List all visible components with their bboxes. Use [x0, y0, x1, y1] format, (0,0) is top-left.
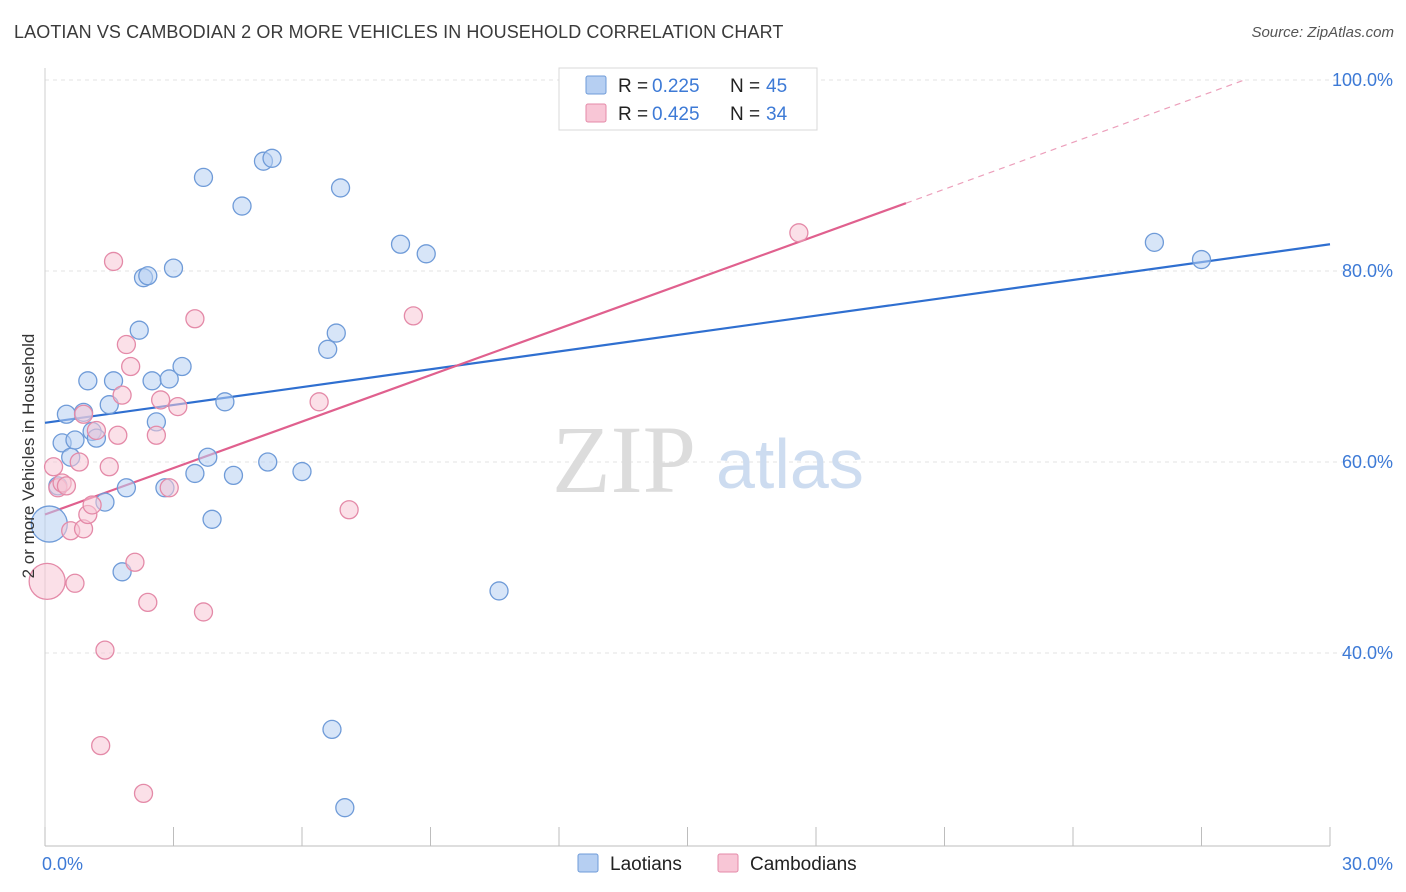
point-cambodians: [86, 420, 107, 441]
point-cambodians: [65, 573, 85, 593]
point-laotians: [335, 798, 355, 818]
point-laotians: [1191, 249, 1212, 270]
point-laotians: [193, 167, 214, 188]
legend-r-value-laotians: 0.225: [652, 76, 700, 97]
point-cambodians: [133, 783, 154, 804]
y-tick-label: 40.0%: [1342, 643, 1393, 663]
point-laotians: [330, 178, 351, 198]
point-cambodians: [103, 251, 124, 272]
watermark-zip: ZIP: [552, 406, 696, 513]
point-cambodians: [789, 223, 809, 243]
trend-line-laotians: [44, 243, 1331, 424]
point-cambodians: [56, 476, 77, 496]
point-cambodians: [168, 396, 188, 417]
legend-r-label-cambodians: R =: [618, 104, 648, 125]
point-laotians: [489, 581, 509, 601]
chart-title: LAOTIAN VS CAMBODIAN 2 OR MORE VEHICLES …: [14, 22, 784, 42]
point-laotians: [258, 452, 278, 472]
point-laotians: [103, 371, 124, 391]
point-cambodians: [116, 334, 137, 355]
bottom-legend-cambodians: Cambodians: [750, 854, 857, 875]
point-cambodians: [159, 478, 179, 498]
x-tick-label: 0.0%: [42, 854, 83, 874]
y-tick-label: 60.0%: [1342, 452, 1393, 472]
trend-lines: [44, 79, 1331, 516]
legend-swatch-cambodians: [585, 103, 607, 123]
point-cambodians: [108, 425, 128, 445]
legend-n-value-cambodians: 34: [766, 104, 788, 125]
point-laotians: [198, 447, 218, 467]
legend-r-label-laotians: R =: [618, 76, 648, 97]
point-cambodians: [150, 390, 171, 410]
point-cambodians: [82, 495, 102, 515]
point-cambodians: [146, 425, 167, 445]
point-laotians: [232, 196, 252, 216]
x-tick-label: 30.0%: [1342, 854, 1393, 874]
legend-n-label-cambodians: N =: [730, 104, 760, 125]
legend-swatch-laotians: [585, 75, 607, 95]
bottom-legend-swatch-laotians: [577, 853, 599, 873]
point-cambodians: [73, 404, 94, 424]
series-legend: Laotians Cambodians: [577, 853, 857, 875]
point-cambodians: [112, 385, 132, 405]
axes: [44, 68, 1331, 847]
chart-source: Source: ZipAtlas.com: [1251, 24, 1394, 41]
point-laotians: [56, 404, 77, 424]
point-laotians: [112, 562, 132, 582]
point-laotians: [116, 478, 137, 498]
y-tick-label: 100.0%: [1332, 70, 1393, 90]
point-laotians: [262, 148, 282, 168]
point-laotians: [129, 320, 149, 340]
y-axis-title: 2 or more Vehicles in Household: [19, 334, 38, 579]
point-cambodians: [95, 640, 115, 660]
point-laotians: [416, 244, 436, 264]
bottom-legend-swatch-cambodians: [717, 853, 739, 873]
point-laotians: [159, 369, 179, 389]
legend-n-value-laotians: 45: [766, 76, 787, 97]
tick-labels: 40.0% 60.0% 80.0% 100.0% 0.0% 30.0%: [42, 70, 1393, 874]
point-laotians: [223, 465, 244, 486]
watermark: ZIP atlas: [552, 406, 864, 513]
point-laotians: [215, 392, 235, 412]
legend-n-label-laotians: N =: [730, 76, 760, 97]
trend-line-cambodians: [44, 202, 907, 516]
point-laotians: [78, 371, 98, 391]
point-cambodians: [43, 457, 64, 477]
grid-lines: [45, 79, 1392, 654]
point-cambodians: [339, 500, 359, 520]
point-cambodians: [185, 309, 205, 329]
point-cambodians: [91, 735, 111, 756]
bottom-legend-laotians: Laotians: [610, 854, 682, 875]
stats-legend: R = 0.225 N = 45 R = 0.425 N = 34: [558, 67, 818, 131]
data-points: [28, 148, 1212, 818]
y-tick-label: 80.0%: [1342, 261, 1393, 281]
point-laotians: [142, 371, 162, 391]
point-cambodians: [28, 562, 66, 601]
point-laotians: [1144, 232, 1165, 253]
point-laotians: [390, 234, 411, 254]
point-cambodians: [138, 592, 158, 613]
point-cambodians: [403, 306, 424, 326]
point-laotians: [163, 258, 184, 278]
legend-r-value-cambodians: 0.425: [652, 104, 700, 125]
point-cambodians: [309, 392, 329, 412]
point-cambodians: [193, 602, 214, 622]
point-laotians: [318, 339, 338, 359]
watermark-atlas: atlas: [716, 425, 864, 503]
point-laotians: [138, 266, 158, 286]
trend-extension-cambodians: [905, 79, 1245, 204]
point-laotians: [322, 719, 342, 740]
point-cambodians: [125, 552, 145, 572]
point-laotians: [292, 461, 312, 482]
point-laotians: [99, 395, 119, 415]
point-laotians: [326, 323, 346, 343]
point-laotians: [185, 463, 205, 484]
point-laotians: [65, 430, 85, 450]
point-laotians: [202, 509, 222, 529]
point-cambodians: [99, 457, 119, 477]
point-cambodians: [69, 452, 89, 472]
point-laotians: [172, 356, 192, 377]
point-cambodians: [121, 356, 141, 377]
